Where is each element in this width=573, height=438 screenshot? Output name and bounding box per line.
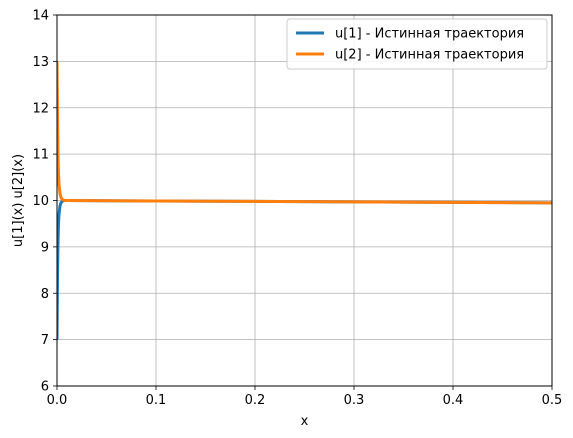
series-layer bbox=[57, 61, 552, 340]
x-tick-label: 0.2 bbox=[245, 393, 266, 408]
x-tick-label: 0.4 bbox=[443, 393, 464, 408]
y-tick-label: 10 bbox=[32, 194, 49, 209]
y-axis-label: u[1](x) u[2](x) bbox=[11, 154, 26, 247]
legend-entry-label: u[1] - Истинная траектория bbox=[335, 27, 524, 42]
y-tick-label: 14 bbox=[32, 9, 49, 24]
legend-box bbox=[286, 18, 548, 70]
x-tick-label: 0.5 bbox=[542, 393, 563, 408]
legend-entry-label: u[2] - Истинная траектория bbox=[335, 48, 524, 63]
y-tick-label: 9 bbox=[41, 240, 49, 255]
y-tick-label: 11 bbox=[32, 148, 49, 163]
x-axis-label: x bbox=[301, 414, 309, 429]
series-line-u2 bbox=[57, 61, 552, 205]
y-tick-label: 7 bbox=[41, 333, 49, 348]
y-tick-label: 6 bbox=[41, 380, 49, 395]
y-tick-label: 8 bbox=[41, 287, 49, 302]
x-tick-label: 0.3 bbox=[344, 393, 365, 408]
y-tick-label: 12 bbox=[32, 101, 49, 116]
axis-ticks: 0.0 0.1 0.2 0.3 0.4 0.5 6 7 8 9 10 11 12 13 14 bbox=[32, 9, 562, 409]
x-tick-label: 0.1 bbox=[146, 393, 167, 408]
x-tick-label: 0.0 bbox=[47, 393, 68, 408]
y-tick-label: 13 bbox=[32, 55, 49, 70]
legend: u[1] - Истинная траектория u[2] - Истинна… bbox=[286, 18, 548, 70]
